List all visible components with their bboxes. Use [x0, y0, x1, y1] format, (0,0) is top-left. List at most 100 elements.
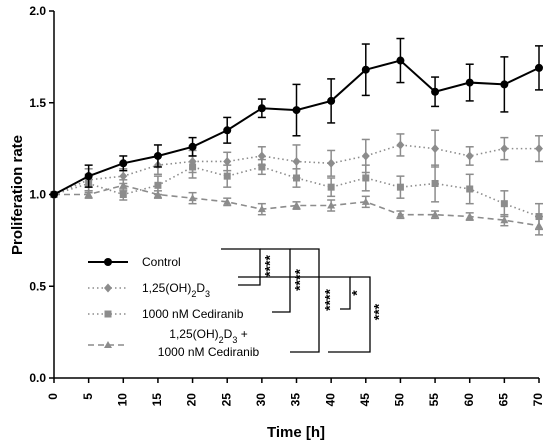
- x-axis-title: Time [h]: [267, 424, 325, 441]
- legend-subscript: 3: [232, 335, 237, 345]
- data-point: [223, 197, 232, 205]
- significance-label: ****: [292, 269, 308, 291]
- data-point: [361, 65, 370, 74]
- data-point: [431, 210, 440, 218]
- x-tick-label: 40: [323, 393, 337, 407]
- significance-label: *: [349, 290, 365, 296]
- data-point: [257, 205, 266, 213]
- data-point: [119, 159, 128, 168]
- legend-label: 1000 nM Cediranib: [142, 307, 244, 321]
- bracket-d3-vs-cediranib: [238, 276, 351, 310]
- legend-swatch-marker: [104, 258, 112, 266]
- series-line: [54, 184, 540, 227]
- data-point: [154, 181, 162, 189]
- legend-label: Control: [142, 255, 181, 269]
- data-point: [119, 171, 128, 181]
- legend-label: 1000 nM Cediranib: [158, 345, 260, 359]
- legend-label: 1,25(OH)2D3: [142, 281, 210, 299]
- data-point: [431, 179, 439, 187]
- legend-subscript: 2: [191, 289, 196, 299]
- data-point: [84, 172, 93, 181]
- legend-item-4: 1,25(OH)2D3 +1000 nM Cediranib: [88, 327, 260, 359]
- bracket-d3-vs-combo: [328, 276, 371, 353]
- data-point: [500, 144, 509, 154]
- data-point: [292, 106, 301, 115]
- x-tick-label: 55: [427, 393, 441, 407]
- legend-text: 1,25(OH): [169, 327, 218, 341]
- x-tick-label: 5: [81, 393, 95, 400]
- legend-text: D: [224, 327, 233, 341]
- data-point: [84, 190, 93, 198]
- axes: 0 5 10 15 20 25 30 35 40 45 50 55 60 65 70 0.0 0.5 1.0 1.5…: [29, 4, 545, 406]
- legend-item-3: 1000 nM Cediranib: [88, 307, 244, 321]
- data-point: [396, 183, 404, 191]
- legend-swatch-marker: [104, 310, 112, 318]
- legend-text: +: [237, 327, 247, 341]
- legend-item-2: 1,25(OH)2D3: [88, 281, 210, 299]
- data-point: [466, 185, 474, 193]
- x-tick-label: 30: [254, 393, 268, 407]
- x-tick-label: 35: [289, 393, 303, 407]
- x-tick-label: 60: [462, 393, 476, 407]
- legend-label: 1,25(OH)2D3 +: [169, 327, 247, 345]
- series-1: [50, 37, 543, 199]
- x-tick-label: 45: [358, 393, 372, 407]
- data-point: [327, 96, 336, 105]
- data-point: [257, 151, 266, 161]
- data-point: [153, 151, 162, 160]
- data-point: [327, 158, 336, 168]
- y-tick-label: 1.5: [29, 96, 46, 110]
- bracket-control-vs-combo: [290, 248, 320, 353]
- significance-brackets: ************ ****: [221, 248, 387, 353]
- legend-subscript: 3: [205, 289, 210, 299]
- x-tick-label: 15: [150, 393, 164, 407]
- data-point: [223, 126, 232, 135]
- data-point: [535, 144, 543, 154]
- data-point: [257, 104, 266, 113]
- data-point: [292, 201, 301, 209]
- y-tick-label: 0.0: [29, 371, 46, 385]
- data-point: [465, 151, 474, 161]
- x-tick-label: 0: [46, 393, 60, 400]
- bracket-control-vs-cediranib: [260, 248, 291, 313]
- legend-item-1: Control: [88, 255, 181, 269]
- x-tick-label: 10: [115, 393, 129, 407]
- data-point: [396, 140, 405, 150]
- data-point: [50, 190, 58, 199]
- x-tick-label: 65: [497, 393, 511, 407]
- data-point: [431, 87, 440, 96]
- x-tick-label: 20: [185, 393, 199, 407]
- data-point: [188, 156, 197, 166]
- bracket-control-vs-d3: [221, 248, 261, 286]
- data-point: [465, 212, 474, 220]
- significance-label: ****: [262, 255, 278, 277]
- data-point: [119, 191, 127, 198]
- data-point: [500, 200, 508, 208]
- data-point: [500, 216, 509, 224]
- data-point: [362, 174, 370, 182]
- series-2: [50, 129, 543, 199]
- data-point: [396, 210, 405, 218]
- data-point: [188, 194, 197, 202]
- data-point: [188, 142, 197, 151]
- data-point: [327, 183, 335, 191]
- data-point: [119, 181, 128, 189]
- x-tick-label: 50: [393, 393, 407, 407]
- data-point: [292, 156, 301, 166]
- legend-subscript: 2: [219, 335, 224, 345]
- y-tick-label: 1.0: [29, 188, 46, 202]
- data-point: [535, 213, 543, 221]
- data-point: [361, 151, 370, 161]
- legend-text: 1,25(OH): [142, 281, 191, 295]
- series-layer: [50, 37, 543, 236]
- data-point: [465, 78, 474, 87]
- y-axis-title: Proliferation rate: [9, 135, 26, 255]
- data-point: [361, 197, 370, 205]
- x-tick-label: 70: [531, 393, 545, 407]
- x-tick-label: 25: [219, 393, 233, 407]
- data-point: [396, 56, 405, 65]
- legend-swatch-marker: [104, 283, 112, 293]
- data-point: [327, 201, 336, 209]
